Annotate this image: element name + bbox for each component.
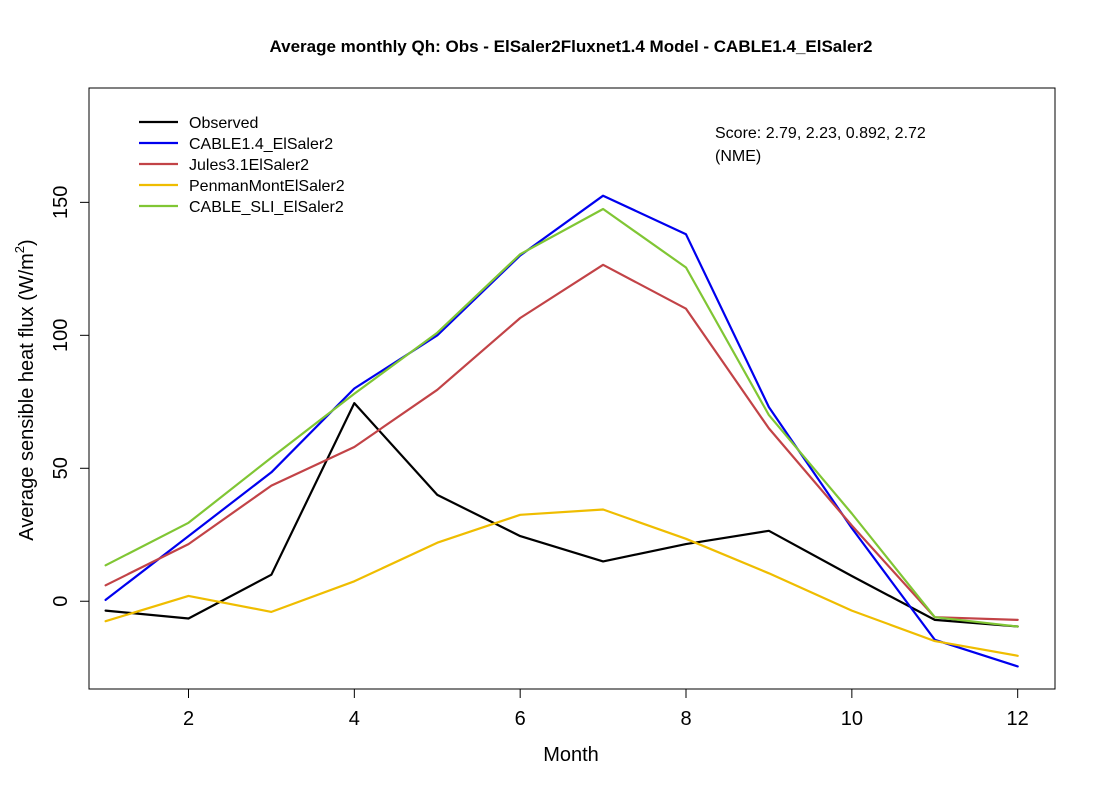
y-axis-title-main: Average sensible heat flux (W/m <box>16 253 38 541</box>
y-axis-title: Average sensible heat flux (W/m2) <box>12 239 38 540</box>
series-line-jules3-1elsaler2 <box>104 263 1019 622</box>
legend-label: Jules3.1ElSaler2 <box>189 157 309 174</box>
x-axis-title: Month <box>543 744 599 766</box>
x-tick-label: 6 <box>515 708 526 730</box>
x-axis: 2 4 6 8 10 12 <box>183 688 1029 730</box>
legend: Observed CABLE1.4_ElSaler2 Jules3.1ElSaler… <box>139 115 345 216</box>
y-tick-label: 100 <box>50 319 72 352</box>
y-tick-label: 150 <box>50 186 72 219</box>
x-tick-label: 12 <box>1007 708 1029 730</box>
y-tick-label: 50 <box>50 457 72 479</box>
legend-label: Observed <box>189 115 258 132</box>
series-line-observed <box>104 402 1019 628</box>
x-tick-label: 2 <box>183 708 194 730</box>
legend-label: PenmanMontElSaler2 <box>189 178 345 195</box>
series-line-penmanmontelsaler2 <box>104 508 1019 657</box>
y-axis-title-close: ) <box>16 239 38 246</box>
legend-label: CABLE1.4_ElSaler2 <box>189 136 333 153</box>
series-group <box>104 194 1019 668</box>
series-line-cable1-4-elsaler2 <box>104 194 1019 668</box>
legend-label: CABLE_SLI_ElSaler2 <box>189 199 344 216</box>
x-tick-label: 8 <box>680 708 691 730</box>
y-axis-title-superscript: 2 <box>12 246 27 253</box>
x-tick-label: 10 <box>841 708 863 730</box>
y-tick-label: 0 <box>50 596 72 607</box>
score-annotation-metric: (NME) <box>715 148 761 165</box>
y-axis: 0 50 100 150 <box>50 186 90 607</box>
chart-title: Average monthly Qh: Obs - ElSaler2Fluxne… <box>269 37 872 56</box>
series-line-cable-sli-elsaler2 <box>104 207 1019 628</box>
score-annotation: Score: 2.79, 2.23, 0.892, 2.72 <box>715 125 926 142</box>
x-tick-label: 4 <box>349 708 360 730</box>
